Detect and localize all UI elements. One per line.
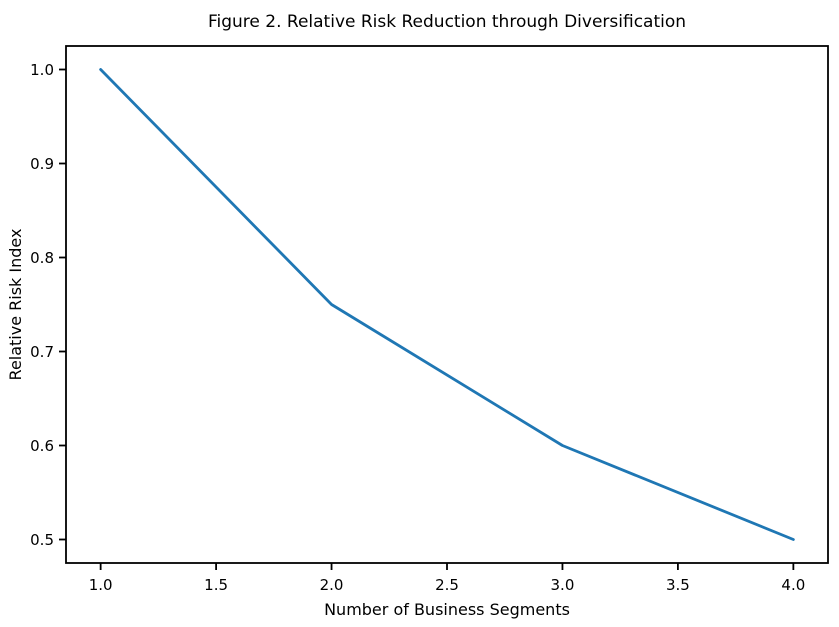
chart-title: Figure 2. Relative Risk Reduction throug…	[208, 12, 686, 32]
y-tick-label: 0.7	[30, 343, 54, 361]
y-tick-label: 0.8	[30, 249, 54, 267]
y-tick-label: 1.0	[30, 61, 54, 79]
y-tick-label: 0.6	[30, 437, 54, 455]
y-tick-label: 0.9	[30, 155, 54, 173]
x-tick-label: 1.0	[89, 576, 113, 594]
x-tick-label: 2.0	[320, 576, 344, 594]
x-tick-label: 2.5	[435, 576, 459, 594]
x-tick-label: 3.0	[551, 576, 575, 594]
x-tick-label: 1.5	[204, 576, 228, 594]
risk-reduction-line	[99, 68, 795, 541]
y-axis-label: Relative Risk Index	[6, 229, 25, 381]
chart-dynamic-layer: 1.0 1.5 2.0 2.5 3.0 3.5 4.0 0.5 0.6 0.7 0.8 0.9 1.0	[30, 61, 805, 594]
axes-spines	[65, 45, 829, 564]
x-axis-label: Number of Business Segments	[324, 600, 570, 619]
y-tick-label: 0.5	[30, 531, 54, 549]
x-tick-label: 3.5	[666, 576, 690, 594]
x-tick-label: 4.0	[781, 576, 805, 594]
plot-area	[66, 46, 828, 563]
